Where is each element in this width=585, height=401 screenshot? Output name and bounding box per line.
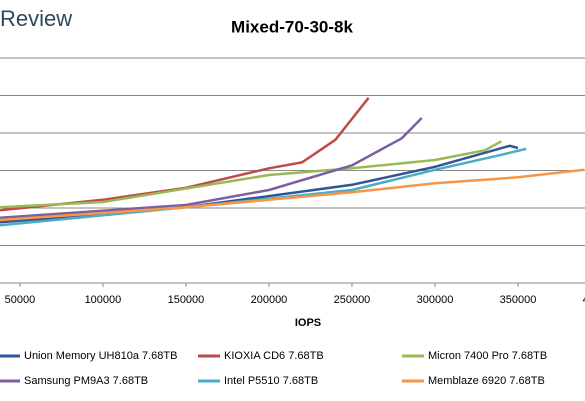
x-tick-label: 350000 (500, 294, 537, 306)
legend-label: Memblaze 6920 7.68TB (428, 375, 545, 387)
legend-label: Samsung PM9A3 7.68TB (24, 375, 148, 387)
x-tick-label: 50000 (5, 294, 36, 306)
legend-label: Micron 7400 Pro 7.68TB (428, 350, 547, 362)
x-axis-title: IOPS (295, 317, 321, 329)
x-tick-label: 250000 (334, 294, 371, 306)
x-tick-label: 300000 (417, 294, 454, 306)
x-tick-label: 400000 (583, 294, 585, 306)
series-line (0, 117, 423, 220)
x-tick-label: 100000 (85, 294, 122, 306)
x-tick-label: 200000 (251, 294, 288, 306)
series-line (0, 140, 502, 209)
x-tick-label: 150000 (168, 294, 205, 306)
series-line (0, 97, 370, 212)
series-line (0, 168, 585, 222)
brand-logo: Review (0, 6, 72, 31)
legend-label: Intel P5510 7.68TB (224, 375, 318, 387)
legend-label: KIOXIA CD6 7.68TB (224, 350, 324, 362)
legend-label: Union Memory UH810a 7.68TB (24, 350, 177, 362)
chart-title: Mixed-70-30-8k (231, 17, 353, 36)
